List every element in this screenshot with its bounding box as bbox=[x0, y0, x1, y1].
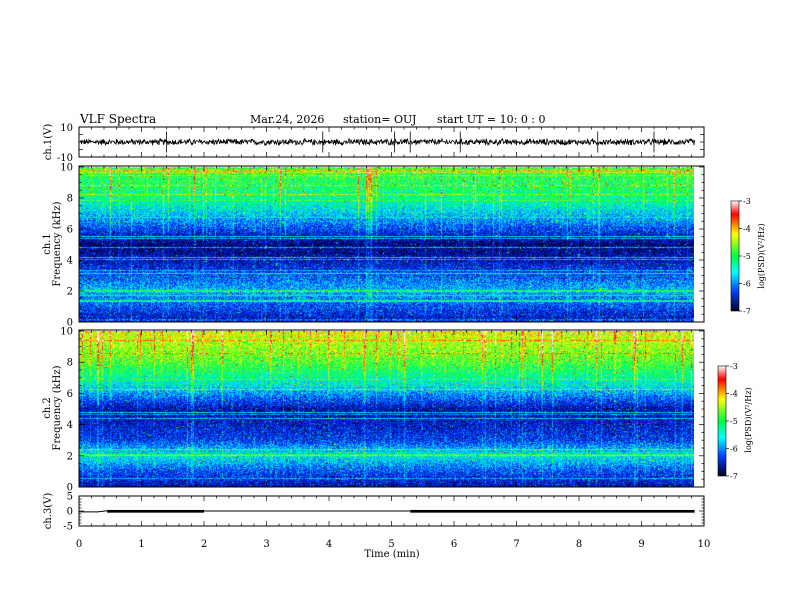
figure-title: VLF Spectra bbox=[79, 112, 156, 126]
ch2-spectrogram-image bbox=[79, 331, 694, 487]
colorbar-tick-label: -5 bbox=[730, 417, 738, 426]
colorbar-tick-label: -4 bbox=[730, 390, 738, 399]
xtick-label: 4 bbox=[326, 539, 332, 550]
ch3-active-band bbox=[107, 509, 204, 513]
ch1-spec-ylabel-channel: ch.1 bbox=[42, 233, 53, 255]
ch1-spec-ylabel-freq: Frequency (kHz) bbox=[52, 201, 63, 286]
colorbar-tick-label: -6 bbox=[743, 280, 751, 289]
ch2-spec-ylabel-channel: ch.2 bbox=[42, 397, 53, 419]
ytick-label: 10 bbox=[60, 163, 73, 174]
ch3-signal-panel: 5 0 -5 ch.3(V) bbox=[43, 492, 705, 533]
xtick-label: 0 bbox=[76, 539, 82, 550]
ytick-label: -5 bbox=[63, 522, 73, 533]
ch1-spectrogram-image bbox=[79, 167, 694, 322]
xtick-label: 5 bbox=[388, 539, 394, 550]
ytick-label: 6 bbox=[67, 225, 73, 236]
ch1-ylabel: ch.1(V) bbox=[43, 124, 54, 161]
xtick-label: 2 bbox=[201, 539, 207, 550]
ch3-line-start bbox=[79, 510, 108, 513]
ch3-ylabel: ch.3(V) bbox=[43, 493, 54, 530]
station-label: station= OUJ bbox=[343, 113, 416, 126]
ch2-colorbar-label: log(PSD)(V²/Hz) bbox=[744, 387, 753, 452]
ytick-label: 2 bbox=[67, 451, 73, 462]
colorbar-tick-label: -5 bbox=[743, 252, 751, 261]
ytick-label: 5 bbox=[67, 492, 73, 503]
ytick-label: 8 bbox=[67, 358, 73, 369]
xtick-label: 9 bbox=[638, 539, 644, 550]
ch1-ytick-bottom: -10 bbox=[57, 153, 73, 164]
colorbar-tick-label: -7 bbox=[730, 472, 738, 481]
date-label: Mar.24, 2026 bbox=[250, 113, 324, 126]
colorbar-tick-label: -7 bbox=[743, 307, 751, 316]
colorbar-tick-label: -3 bbox=[743, 197, 751, 206]
ytick-label: 10 bbox=[60, 327, 73, 338]
colorbar-tick-label: -4 bbox=[743, 225, 751, 234]
ytick-label: 4 bbox=[67, 420, 73, 431]
xtick-label: 6 bbox=[451, 539, 457, 550]
ch1-colorbar bbox=[730, 200, 740, 312]
ch1-waveform-trace bbox=[79, 126, 704, 158]
xtick-label: 8 bbox=[576, 539, 582, 550]
ch2-colorbar bbox=[717, 365, 727, 477]
start-time-label: start UT = 10: 0 : 0 bbox=[437, 113, 546, 126]
time-axis-label: Time (min) bbox=[364, 549, 419, 560]
xtick-label: 7 bbox=[513, 539, 519, 550]
colorbar-tick-label: -3 bbox=[730, 362, 738, 371]
ytick-label: 0 bbox=[67, 507, 73, 518]
ch3-active-band bbox=[410, 509, 695, 513]
ch1-colorbar-label: log(PSD)(V²/Hz) bbox=[757, 223, 766, 288]
xtick-label: 10 bbox=[698, 539, 711, 550]
ytick-label: 4 bbox=[67, 256, 73, 267]
ch2-spec-ylabel-freq: Frequency (kHz) bbox=[52, 365, 63, 450]
ytick-label: 0 bbox=[67, 483, 73, 494]
xtick-label: 1 bbox=[138, 539, 144, 550]
ch1-waveform-panel: 10 -10 ch.1(V) bbox=[43, 123, 705, 164]
ytick-label: 8 bbox=[67, 194, 73, 205]
ytick-label: 2 bbox=[67, 287, 73, 298]
xtick-label: 3 bbox=[263, 539, 269, 550]
ch1-wave-path bbox=[79, 137, 695, 147]
ch3-signal-trace bbox=[79, 509, 695, 513]
ytick-label: 6 bbox=[67, 389, 73, 400]
ytick-label: 0 bbox=[67, 318, 73, 329]
ch1-ytick-top: 10 bbox=[60, 123, 73, 134]
colorbar-tick-label: -6 bbox=[730, 445, 738, 454]
time-axis: 0 1 2 3 4 5 6 7 8 9 10 bbox=[76, 127, 711, 550]
